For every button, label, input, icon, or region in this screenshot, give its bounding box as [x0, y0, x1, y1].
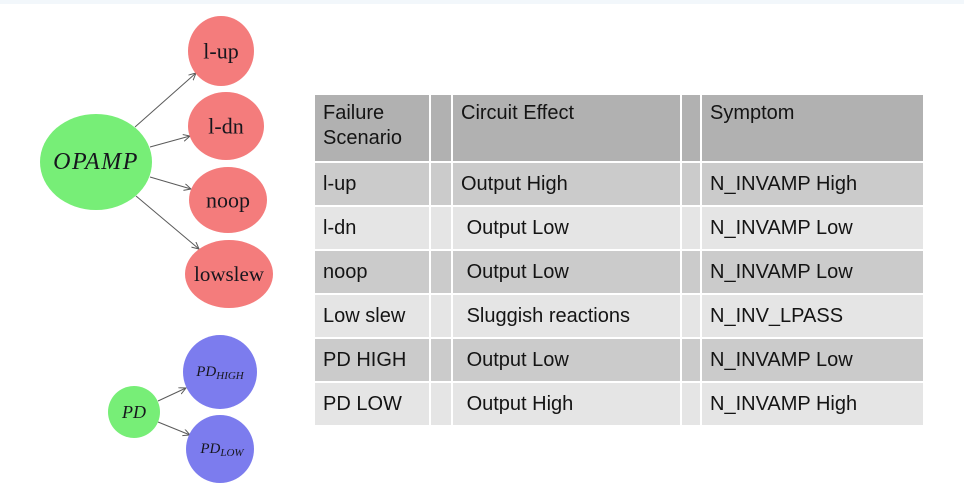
- cell-effect: Output High: [453, 163, 680, 205]
- cell-symptom: N_INVAMP Low: [702, 251, 923, 293]
- cell-spacer: [682, 251, 700, 293]
- node-pd-label: PD: [121, 402, 146, 422]
- arrow-opamp-lup: [134, 73, 196, 128]
- cell-effect: Output Low: [453, 251, 680, 293]
- arrow-pd-pdhigh: [157, 388, 186, 402]
- node-opamp-shape: [40, 114, 152, 210]
- fault-tree-diagram: OPAMP l-up l-dn noop lowslew PD PDHIGH: [40, 16, 273, 483]
- node-pd-high-label: PDHIGH: [195, 364, 245, 382]
- table-row-l-up: l-up Output High N_INVAMP High: [315, 163, 923, 205]
- node-pd-shape: [108, 386, 160, 438]
- cell-effect: Sluggish reactions: [453, 295, 680, 337]
- cell-scenario: PD HIGH: [315, 339, 429, 381]
- cell-spacer: [682, 295, 700, 337]
- node-pd: PD: [108, 386, 160, 438]
- cell-spacer: [431, 295, 451, 337]
- header-symptom: Symptom: [702, 95, 923, 161]
- table-row-low-slew: Low slew Sluggish reactions N_INV_LPASS: [315, 295, 923, 337]
- cell-spacer: [431, 339, 451, 381]
- cell-effect: Output High: [453, 383, 680, 425]
- cell-spacer: [431, 163, 451, 205]
- cell-symptom: N_INVAMP High: [702, 383, 923, 425]
- cell-scenario: PD LOW: [315, 383, 429, 425]
- node-pd-low-label: PDLOW: [199, 441, 244, 459]
- cell-spacer: [682, 383, 700, 425]
- node-lowslew-shape: [185, 240, 273, 308]
- node-pd-low: PDLOW: [186, 415, 254, 483]
- table-header-row: Failure Scenario Circuit Effect Symptom: [315, 95, 923, 161]
- node-opamp-label: OPAMP: [53, 149, 139, 175]
- cell-scenario: l-up: [315, 163, 429, 205]
- top-strip: [0, 0, 964, 4]
- cell-spacer: [682, 207, 700, 249]
- node-l-up-label: l-up: [203, 39, 238, 64]
- node-l-dn-label: l-dn: [208, 114, 243, 139]
- cell-scenario: l-dn: [315, 207, 429, 249]
- node-pd-high-shape: [183, 335, 257, 409]
- header-spacer-1: [431, 95, 451, 161]
- node-l-up-shape: [188, 16, 254, 86]
- node-noop-label: noop: [206, 188, 250, 213]
- cell-symptom: N_INVAMP Low: [702, 207, 923, 249]
- cell-spacer: [431, 207, 451, 249]
- node-pd-high: PDHIGH: [183, 335, 257, 409]
- table-row-noop: noop Output Low N_INVAMP Low: [315, 251, 923, 293]
- node-opamp: OPAMP: [40, 114, 152, 210]
- cell-spacer: [431, 251, 451, 293]
- header-spacer-2: [682, 95, 700, 161]
- header-failure-scenario: Failure Scenario: [315, 95, 429, 161]
- cell-spacer: [682, 163, 700, 205]
- cell-spacer: [682, 339, 700, 381]
- node-pd-low-shape: [186, 415, 254, 483]
- table-row-pd-high: PD HIGH Output Low N_INVAMP Low: [315, 339, 923, 381]
- cell-scenario: noop: [315, 251, 429, 293]
- node-lowslew: lowslew: [185, 240, 273, 308]
- arrow-pd-pdlow: [157, 421, 190, 435]
- arrow-opamp-ldn: [149, 136, 190, 148]
- cell-spacer: [431, 383, 451, 425]
- diagram-arrows: [134, 73, 199, 435]
- node-l-up: l-up: [188, 16, 254, 86]
- arrow-opamp-noop: [149, 176, 191, 189]
- node-l-dn: l-dn: [188, 92, 264, 160]
- cell-scenario: Low slew: [315, 295, 429, 337]
- failure-table: Failure Scenario Circuit Effect Symptom …: [313, 93, 925, 427]
- node-noop: noop: [189, 167, 267, 233]
- table-row-l-dn: l-dn Output Low N_INVAMP Low: [315, 207, 923, 249]
- table-row-pd-low: PD LOW Output High N_INVAMP High: [315, 383, 923, 425]
- cell-effect: Output Low: [453, 339, 680, 381]
- cell-symptom: N_INV_LPASS: [702, 295, 923, 337]
- node-l-dn-shape: [188, 92, 264, 160]
- header-circuit-effect: Circuit Effect: [453, 95, 680, 161]
- cell-symptom: N_INVAMP Low: [702, 339, 923, 381]
- node-noop-shape: [189, 167, 267, 233]
- cell-effect: Output Low: [453, 207, 680, 249]
- node-lowslew-label: lowslew: [194, 262, 265, 286]
- cell-symptom: N_INVAMP High: [702, 163, 923, 205]
- arrow-opamp-lowslew: [135, 195, 199, 249]
